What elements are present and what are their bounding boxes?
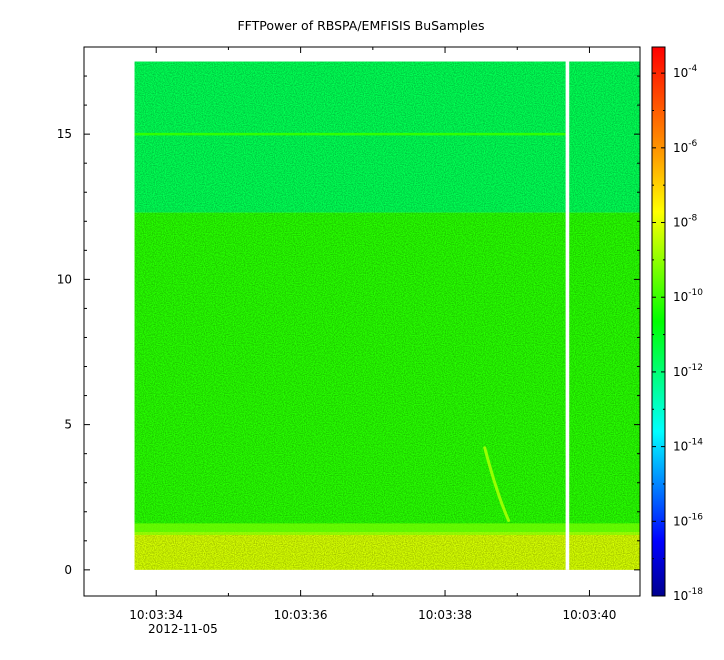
colorbar-gradient xyxy=(651,46,666,597)
plot-frame xyxy=(83,46,641,597)
colorbar-tick-exponent: -10 xyxy=(688,288,703,298)
x-tick-label: 10:03:38 xyxy=(418,608,472,622)
colorbar-tick-exponent: -16 xyxy=(688,512,703,522)
data-gap xyxy=(565,61,570,570)
x-axis-date-label: 2012-11-05 xyxy=(148,622,218,636)
spectrogram-band-texture xyxy=(134,61,640,213)
plot-area xyxy=(134,61,640,570)
x-tick-label: 10:03:40 xyxy=(563,608,617,622)
colorbar-tick-exponent: -14 xyxy=(688,438,703,448)
x-tick-label: 10:03:36 xyxy=(274,608,328,622)
colorbar-tick-label: 10-12 xyxy=(673,363,703,379)
y-tick-label: 5 xyxy=(64,418,72,432)
spectrogram-band-texture xyxy=(134,212,640,533)
colorbar-tick-exponent: -4 xyxy=(688,64,697,74)
colorbar-tick-exponent: -18 xyxy=(688,587,703,597)
colorbar-tick-label: 10-4 xyxy=(673,64,698,80)
colorbar-tick-exponent: -12 xyxy=(688,363,703,373)
colorbar: 10-18 10-16 10-14 10-12 10-10 10-8 10-6 10-4 xyxy=(651,46,703,603)
chirp-feature xyxy=(483,446,511,522)
x-tick-label: 10:03:34 xyxy=(129,608,183,622)
y-tick-label: 10 xyxy=(57,272,72,286)
spectrogram-band-texture xyxy=(134,532,640,570)
colorbar-tick-exponent: -8 xyxy=(688,214,697,224)
colorbar-tick-label: 10-16 xyxy=(673,512,703,528)
colorbar-tick-label: 10-8 xyxy=(673,214,698,230)
colorbar-tick-exponent: -6 xyxy=(688,139,697,149)
colorbar-tick-label: 10-6 xyxy=(673,139,698,155)
colorbar-tick-label: 10-18 xyxy=(673,587,703,603)
chart-title: FFTPower of RBSPA/EMFISIS BuSamples xyxy=(237,18,484,33)
spectrogram-band-transition xyxy=(134,523,640,535)
colorbar-tick-label: 10-10 xyxy=(673,288,703,304)
colorbar-tick-label: 10-14 xyxy=(673,438,703,454)
y-tick-label: 0 xyxy=(64,563,72,577)
axes: 0 5 10 15 10:03:34 10:03:36 10:03:38 10:03:40 xyxy=(57,46,641,622)
y-tick-label: 15 xyxy=(57,127,72,141)
